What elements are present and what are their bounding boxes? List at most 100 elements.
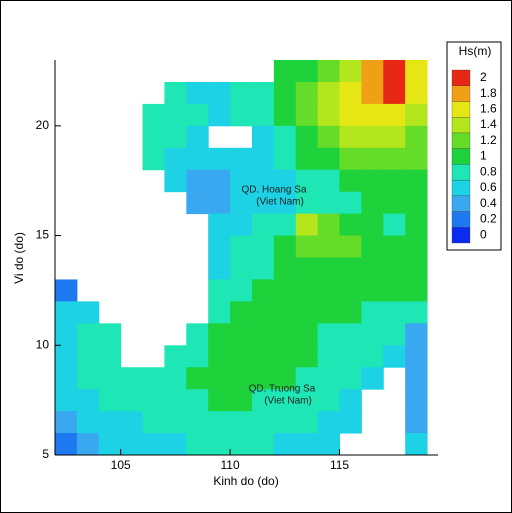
cell xyxy=(383,301,406,324)
cell xyxy=(98,323,122,346)
cell xyxy=(295,433,319,456)
cell xyxy=(295,345,319,368)
cell xyxy=(361,125,384,149)
colorbar-swatch xyxy=(451,69,471,86)
cell xyxy=(251,301,275,324)
colorbar-swatch xyxy=(451,179,471,196)
colorbar-swatch xyxy=(451,117,471,134)
cell xyxy=(142,411,165,434)
cell xyxy=(76,389,100,412)
colorbar-swatch xyxy=(451,211,471,228)
cell xyxy=(230,81,253,105)
cell xyxy=(295,301,319,324)
cell xyxy=(186,411,209,434)
cell xyxy=(295,389,319,412)
cell xyxy=(383,147,406,171)
cell xyxy=(98,411,122,434)
cell xyxy=(383,345,406,368)
cell xyxy=(251,81,275,105)
cell xyxy=(230,389,253,412)
cell xyxy=(361,367,384,390)
colorbar-label: 0.6 xyxy=(480,180,497,194)
cell xyxy=(295,279,319,302)
cell xyxy=(120,433,144,456)
annotation: (Viet Nam) xyxy=(256,197,304,208)
cell xyxy=(317,235,341,258)
cell xyxy=(55,367,78,390)
cell xyxy=(361,257,384,280)
cell xyxy=(251,103,275,127)
cell xyxy=(208,213,231,237)
cell xyxy=(273,213,297,237)
cell xyxy=(230,191,253,215)
cell xyxy=(98,433,122,456)
cell xyxy=(339,301,362,324)
cell xyxy=(317,191,341,215)
cell xyxy=(230,279,253,302)
cell xyxy=(405,257,428,280)
cell xyxy=(405,411,428,434)
cell xyxy=(186,125,209,149)
cell xyxy=(208,301,231,324)
cell xyxy=(164,389,187,412)
cell xyxy=(317,213,341,237)
cell xyxy=(186,103,209,127)
cell xyxy=(273,257,297,280)
cell xyxy=(251,125,275,149)
cell xyxy=(317,169,341,193)
cell xyxy=(295,81,319,105)
cell xyxy=(339,60,362,83)
colorbar-label: 1.4 xyxy=(480,117,497,131)
cell xyxy=(186,367,209,390)
colorbar-swatch xyxy=(451,195,471,212)
cell xyxy=(317,279,341,302)
cell xyxy=(273,103,297,127)
cell xyxy=(208,389,231,412)
cell xyxy=(55,345,78,368)
cell xyxy=(405,191,428,215)
cell xyxy=(295,257,319,280)
cell xyxy=(186,147,209,171)
cell xyxy=(405,323,428,346)
cell xyxy=(361,60,384,83)
cell xyxy=(142,103,165,127)
cell xyxy=(230,103,253,127)
cell xyxy=(339,103,362,127)
cell xyxy=(361,191,384,215)
cell xyxy=(186,433,209,456)
cell xyxy=(405,367,428,390)
colorbar-label: 2 xyxy=(480,70,487,84)
cell xyxy=(339,213,362,237)
cell xyxy=(186,191,209,215)
cell xyxy=(55,301,78,324)
cell xyxy=(208,433,231,456)
cell xyxy=(273,301,297,324)
cell xyxy=(317,389,341,412)
cell xyxy=(361,323,384,346)
cell xyxy=(295,367,319,390)
cell xyxy=(317,367,341,390)
cell xyxy=(251,345,275,368)
cell xyxy=(230,433,253,456)
annotation: QD. Hoang Sa xyxy=(241,185,306,196)
cell xyxy=(273,367,297,390)
cell xyxy=(339,389,362,412)
cell xyxy=(186,169,209,193)
cell xyxy=(295,147,319,171)
cell xyxy=(251,411,275,434)
cell xyxy=(317,147,341,171)
cell xyxy=(164,147,187,171)
colorbar-title: Hs(m) xyxy=(459,44,492,58)
cell xyxy=(273,147,297,171)
cell xyxy=(142,389,165,412)
cell xyxy=(383,81,406,105)
colorbar-label: 0.4 xyxy=(480,196,497,210)
colorbar-label: 1.2 xyxy=(480,133,497,147)
colorbar-swatch xyxy=(451,132,471,149)
cell xyxy=(55,323,78,346)
cell xyxy=(120,389,144,412)
cell xyxy=(339,367,362,390)
cell xyxy=(339,345,362,368)
cell xyxy=(383,169,406,193)
